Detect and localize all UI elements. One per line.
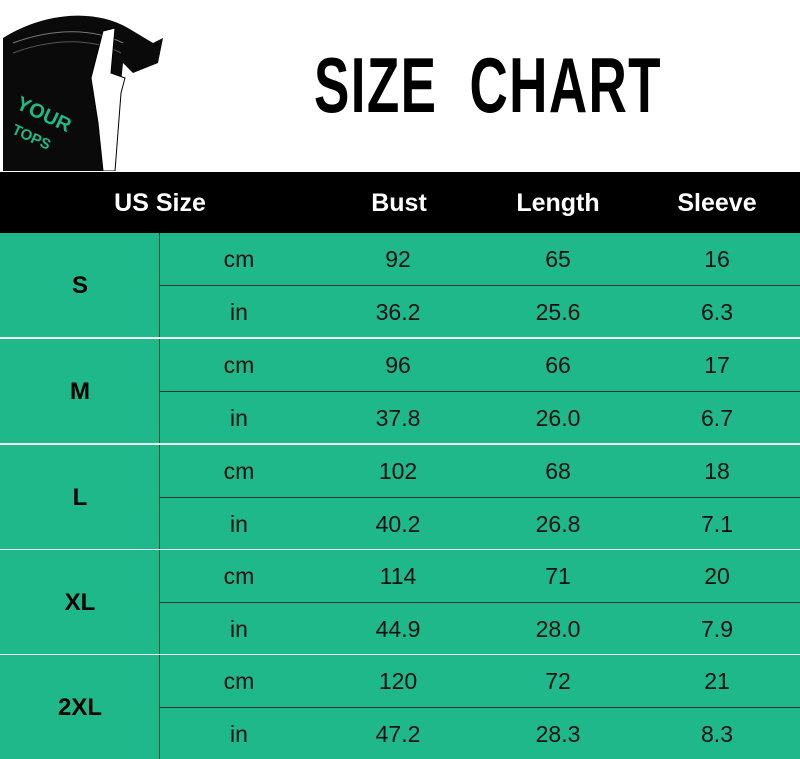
cell-unit: cm	[223, 668, 255, 694]
size-label-cell: L	[0, 445, 160, 549]
cell-bust: 92	[385, 246, 411, 272]
measure-row-cm: cm 114 71 20	[160, 550, 800, 603]
cell-sleeve: 16	[704, 246, 730, 272]
cell-unit: cm	[223, 246, 255, 272]
cell-unit: in	[230, 616, 248, 642]
measure-row-cm: cm 92 65 16	[160, 233, 800, 286]
cell-bust: 47.2	[375, 721, 421, 747]
cell-length: 65	[545, 246, 571, 272]
cell-length: 25.6	[535, 299, 581, 325]
cell-length: 72	[545, 668, 571, 694]
size-row: XL cm 114 71 20 in 44.9 28.0 7.9	[0, 550, 800, 655]
measure-row-cm: cm 96 66 17	[160, 339, 800, 392]
page-title: SIZE CHART	[314, 41, 662, 129]
cell-bust: 96	[385, 352, 411, 378]
size-label-cell: M	[0, 339, 160, 443]
cell-sleeve: 6.7	[701, 405, 733, 431]
logo-illustration: YOUR TOPS	[3, 3, 167, 171]
size-label: XL	[64, 589, 96, 616]
cell-bust: 114	[379, 563, 417, 589]
cell-sleeve: 18	[704, 458, 730, 484]
cell-unit: cm	[223, 458, 255, 484]
measure-row-cm: cm 102 68 18	[160, 445, 800, 498]
table-header: US Size Bust Length Sleeve	[0, 172, 800, 233]
cell-sleeve: 20	[704, 563, 730, 589]
cell-bust: 120	[378, 668, 418, 694]
measure-row-in: in 40.2 26.8 7.1	[160, 498, 800, 550]
size-row: 2XL cm 120 72 21 in 47.2 28.3 8.3	[0, 655, 800, 759]
size-label: L	[72, 484, 88, 511]
cell-unit: in	[230, 511, 248, 537]
size-label-cell: S	[0, 233, 160, 337]
cell-sleeve: 6.3	[701, 299, 733, 325]
cell-length: 26.0	[535, 405, 581, 431]
cell-length: 28.0	[535, 616, 581, 642]
cell-sleeve: 7.9	[701, 616, 733, 642]
cell-bust: 36.2	[375, 299, 421, 325]
cell-length: 28.3	[535, 721, 581, 747]
cell-unit: in	[230, 721, 248, 747]
cell-sleeve: 21	[704, 668, 730, 694]
size-label: M	[70, 378, 90, 405]
header-us-size: US Size	[114, 189, 206, 217]
header-sleeve: Sleeve	[677, 189, 757, 217]
cell-bust: 40.2	[375, 511, 421, 537]
cell-length: 68	[545, 458, 571, 484]
measure-row-in: in 36.2 25.6 6.3	[160, 286, 800, 338]
size-label: 2XL	[57, 694, 103, 721]
cell-length: 26.8	[535, 511, 581, 537]
size-label-cell: 2XL	[0, 655, 160, 759]
cell-unit: cm	[223, 352, 255, 378]
size-label: S	[71, 272, 89, 299]
measure-row-in: in 47.2 28.3 8.3	[160, 708, 800, 759]
size-label-cell: XL	[0, 550, 160, 654]
header-length: Length	[516, 189, 600, 217]
cell-sleeve: 8.3	[701, 721, 733, 747]
cell-unit: in	[230, 405, 248, 431]
cell-length: 71	[545, 563, 571, 589]
cell-length: 66	[545, 352, 571, 378]
cell-unit: cm	[223, 563, 255, 589]
cell-unit: in	[230, 299, 248, 325]
cell-bust: 102	[378, 458, 418, 484]
cell-sleeve: 17	[704, 352, 730, 378]
cell-sleeve: 7.1	[701, 511, 733, 537]
cell-bust: 44.9	[375, 616, 421, 642]
header-bust: Bust	[371, 189, 427, 217]
measure-row-in: in 37.8 26.0 6.7	[160, 392, 800, 444]
girl-hair-illustration: YOUR TOPS	[3, 15, 163, 171]
cell-bust: 37.8	[375, 405, 421, 431]
measure-row-cm: cm 120 72 21	[160, 655, 800, 708]
measure-row-in: in 44.9 28.0 7.9	[160, 603, 800, 655]
